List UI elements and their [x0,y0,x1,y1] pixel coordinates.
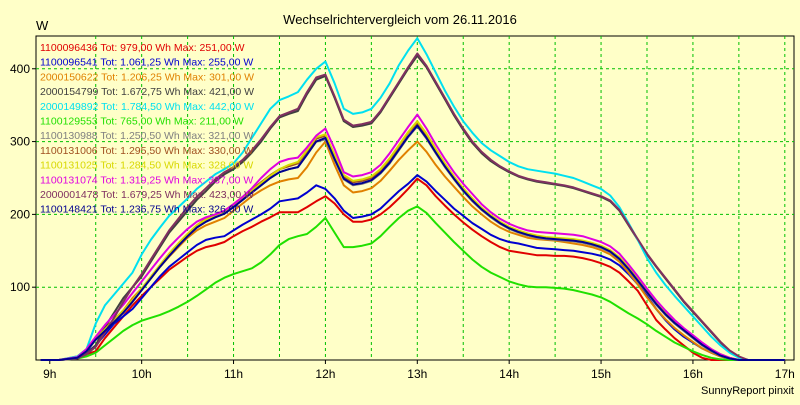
plot-area [35,35,795,361]
series-line-5 [40,37,785,361]
series-line-1 [40,177,785,361]
y-tick-label: 400 [10,62,30,76]
footer-label: SunnyReport pinxit [701,385,794,397]
legend-entry: 1100131074 Tot: 1.319,25 Wh Max: 337,00 … [40,174,253,186]
series-line-6 [40,205,785,361]
x-tick-label: 10h [132,367,152,381]
y-axis-unit-label: W [36,18,49,33]
x-tick-label: 12h [315,367,335,381]
legend-entry: 1100096541 Tot: 1.061,25 Wh Max: 255,00 … [40,57,253,69]
legend-entry: 1100131006 Tot: 1.295,50 Wh Max: 330,00 … [40,145,253,157]
series-line-12 [40,124,785,361]
grid-lines [36,36,794,360]
chart-title: Wechselrichtervergleich vom 26.11.2016 [283,12,517,27]
legend-entry: 2000001478 Tot: 1.679,25 Wh Max: 423,00 … [40,189,254,201]
axis-ticks: 100 200 300 400 9h 10h 11h 12h 13h 14h 15h 16h 17h [10,62,795,381]
legend: 1100096436 Tot: 979,00 Wh Max: 251,00 W 1… [40,42,254,216]
x-tick-label: 14h [499,367,519,381]
legend-entry: 1100130988 Tot: 1.250,50 Wh Max: 321,00 … [40,130,253,142]
legend-entry: 1100096436 Tot: 979,00 Wh Max: 251,00 W [40,42,245,54]
y-tick-label: 200 [10,207,30,221]
legend-entry: 2000149892 Tot: 1.784,50 Wh Max: 442,00 … [40,101,254,113]
legend-entry: 2000150622 Tot: 1.206,25 Wh Max: 301,00 … [40,71,254,83]
legend-entry: 1100148421 Tot: 1.236,75 Wh Max: 326,00 … [40,204,253,216]
series-lines [40,37,785,361]
legend-entry: 1100129553 Tot: 765,00 Wh Max: 211,00 W [40,116,244,128]
x-tick-label: 16h [683,367,703,381]
x-tick-label: 9h [43,367,56,381]
y-tick-label: 300 [10,135,30,149]
series-line-10 [40,113,785,361]
x-tick-label: 13h [407,367,427,381]
x-tick-label: 17h [775,367,795,381]
legend-entry: 2000154799 Tot: 1.672,75 Wh Max: 421,00 … [40,86,254,98]
x-tick-label: 15h [591,367,611,381]
series-line-11 [40,52,785,361]
y-tick-label: 100 [10,280,30,294]
x-tick-label: 11h [224,367,243,381]
legend-entry: 1100131025 Tot: 1.284,50 Wh Max: 328,00 … [40,160,253,172]
